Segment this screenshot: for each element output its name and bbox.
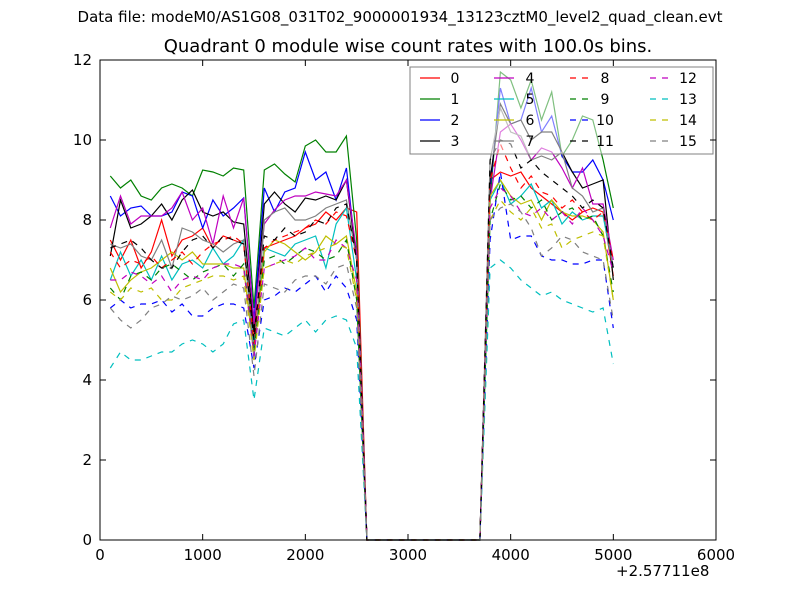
x-tick-label: 4000: [492, 546, 530, 564]
y-tick-label: 8: [82, 211, 92, 229]
series-0-line: [109, 171, 614, 541]
series-14-line: [109, 198, 614, 541]
series-7-line: [110, 105, 614, 541]
legend-label-7: 7: [526, 134, 535, 150]
x-tick-label: 3000: [389, 546, 427, 564]
x-tick-label: 2000: [286, 546, 324, 564]
y-tick-label: 12: [73, 51, 92, 69]
x-offset-label: +2.57711e8: [616, 562, 710, 580]
legend-label-11: 11: [596, 134, 614, 150]
legend-label-2: 2: [451, 113, 460, 129]
x-tick-label: 1000: [184, 546, 222, 564]
x-tick-label: 5000: [594, 546, 632, 564]
legend-label-3: 3: [451, 134, 460, 150]
y-tick-label: 10: [73, 131, 92, 149]
y-tick-label: 0: [82, 531, 92, 549]
legend-label-9: 9: [601, 92, 610, 108]
series-3-line: [109, 102, 614, 541]
legend-label-8: 8: [601, 71, 610, 87]
series-10-line: [109, 171, 614, 541]
data-file-title: Data file: modeM0/AS1G08_031T02_90000019…: [77, 8, 723, 26]
y-tick-label: 6: [82, 291, 92, 309]
legend-label-15: 15: [679, 134, 697, 150]
series-11-line: [110, 139, 614, 541]
series-8-line: [109, 142, 614, 541]
series-2-line: [109, 85, 614, 541]
legend-label-0: 0: [451, 71, 460, 87]
legend-box: [409, 66, 714, 155]
y-tick-label: 4: [82, 371, 92, 389]
series-9-line: [109, 182, 614, 541]
legend-label-1: 1: [451, 92, 460, 108]
legend-label-13: 13: [679, 92, 697, 108]
legend-label-5: 5: [526, 92, 535, 108]
legend-label-6: 6: [526, 113, 535, 129]
legend-label-10: 10: [596, 113, 614, 129]
y-tick-label: 2: [82, 451, 92, 469]
series-13-line: [109, 259, 614, 541]
x-tick-label: 6000: [697, 546, 735, 564]
chart-title: Quadrant 0 module wise count rates with …: [163, 36, 653, 57]
legend-label-14: 14: [679, 113, 697, 129]
legend-label-12: 12: [679, 71, 697, 87]
series-15-line: [109, 203, 614, 541]
x-tick-label: 0: [95, 546, 105, 564]
legend-label-4: 4: [526, 71, 535, 87]
